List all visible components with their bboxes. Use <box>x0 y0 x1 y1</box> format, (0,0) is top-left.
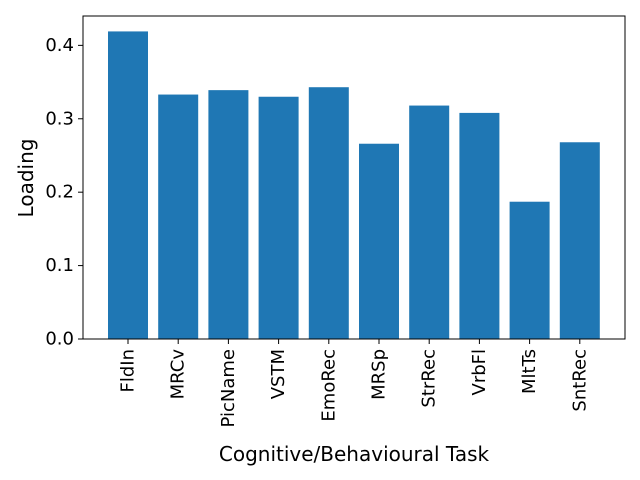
y-tick-label: 0.4 <box>45 35 74 56</box>
x-tick-label: VrbFl <box>469 349 490 396</box>
y-tick-label: 0.0 <box>45 329 74 350</box>
y-tick-label: 0.1 <box>45 255 74 276</box>
plot-frame <box>82 15 626 340</box>
bar-mrsp <box>359 143 399 339</box>
bar-strrec <box>409 105 450 339</box>
x-tick-label: MltTs <box>519 349 540 394</box>
x-tick-label: PicName <box>218 349 239 427</box>
bar-sntrec <box>559 142 600 339</box>
y-axis: 0.0 0.1 0.2 0.3 0.4 <box>45 35 83 350</box>
bar-vstm <box>258 96 299 339</box>
y-tick-label: 0.2 <box>45 182 74 203</box>
x-tick-label: MRCv <box>168 349 189 400</box>
x-tick-label: EmoRec <box>318 349 339 422</box>
bar-emorec <box>308 87 349 340</box>
x-tick-label: MRSp <box>369 349 390 400</box>
bar-mltts <box>509 201 550 339</box>
x-axis: FldIn MRCv PicName VSTM EmoRec MRSp StrRec VrbF… <box>118 339 590 427</box>
bar-picname <box>208 90 249 339</box>
y-tick-label: 0.3 <box>45 108 74 129</box>
bars <box>108 31 600 340</box>
x-tick-label: VSTM <box>268 349 289 399</box>
bar-mrcv <box>158 94 199 339</box>
x-tick-label: SntRec <box>569 349 590 412</box>
bar-fldin <box>108 31 148 339</box>
x-tick-label: StrRec <box>419 349 440 408</box>
x-axis-label: Cognitive/Behavioural Task <box>219 442 490 466</box>
bar-vrbfl <box>459 112 500 340</box>
x-tick-label: FldIn <box>118 349 139 393</box>
y-axis-label: Loading <box>14 139 38 218</box>
